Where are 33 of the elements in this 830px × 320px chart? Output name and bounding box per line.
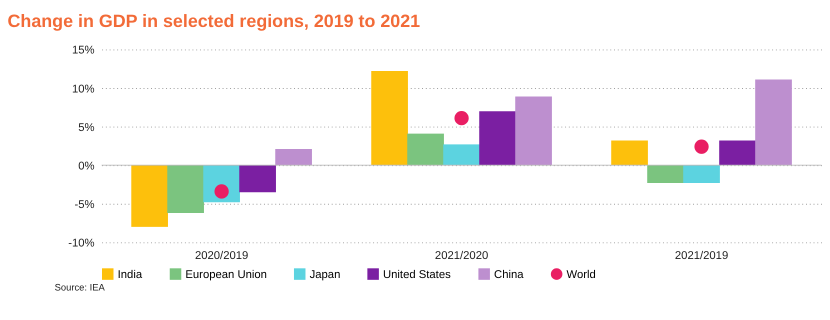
y-tick-label: 10% — [72, 83, 95, 96]
x-tick-label: 2021/2020 — [434, 250, 488, 262]
bar — [611, 140, 648, 166]
y-tick-label: 15% — [72, 44, 95, 57]
bar — [407, 134, 444, 166]
legend-label: Japan — [310, 268, 340, 281]
legend-label: European Union — [185, 268, 267, 281]
legend-label: China — [494, 268, 524, 281]
bar — [683, 165, 720, 183]
bar — [443, 144, 480, 166]
bar — [131, 165, 168, 227]
bar — [755, 80, 792, 166]
bar — [647, 165, 684, 183]
bar — [239, 165, 276, 192]
legend-label: India — [118, 268, 143, 281]
bar — [479, 111, 516, 166]
y-tick-label: -5% — [74, 199, 95, 212]
x-tick-label: 2021/2019 — [674, 250, 728, 262]
point — [694, 140, 709, 154]
legend-label: World — [566, 268, 596, 281]
bar — [515, 96, 552, 166]
chart-title: Change in GDP in selected regions, 2019 to 2021 — [8, 10, 420, 31]
bar — [719, 140, 756, 166]
bar — [371, 71, 408, 166]
source-note: Source: IEA — [54, 281, 106, 292]
x-tick-label: 2020/2019 — [194, 250, 248, 262]
bar — [275, 149, 312, 166]
y-tick-label: -10% — [68, 238, 95, 250]
y-tick-label: 5% — [78, 122, 95, 134]
bar — [167, 165, 204, 214]
y-tick-label: 0% — [78, 160, 95, 172]
legend-label: United States — [383, 268, 452, 281]
point — [454, 111, 469, 126]
